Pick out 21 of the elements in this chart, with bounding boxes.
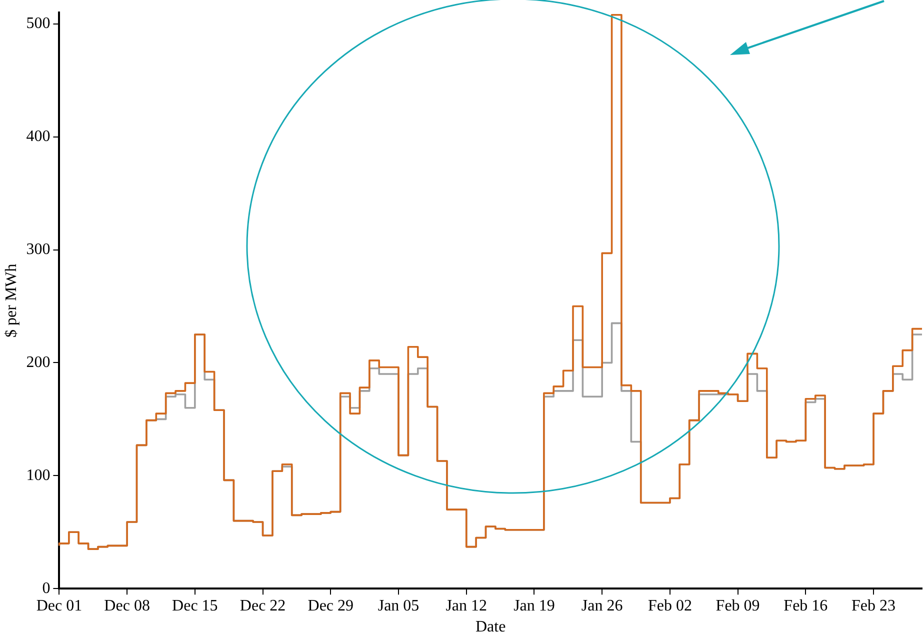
x-tick-label: Feb 02 (648, 597, 692, 614)
y-tick-label: 500 (26, 15, 50, 32)
y-tick-label: 200 (26, 354, 50, 371)
x-tick-label: Feb 16 (784, 597, 828, 614)
x-tick-label: Dec 01 (36, 597, 82, 614)
x-axis-title: Date (476, 618, 506, 636)
x-tick-label: Jan 19 (514, 597, 555, 614)
y-tick-label: 100 (26, 466, 50, 484)
x-tick-label: Dec 08 (104, 597, 150, 614)
x-tick-label: Dec 22 (240, 597, 286, 614)
x-tick-label: Dec 15 (172, 597, 218, 614)
x-tick-label: Dec 29 (308, 597, 354, 614)
x-tick-label: Jan 12 (446, 597, 488, 614)
y-tick-label: 0 (42, 580, 50, 597)
y-tick-label: 300 (26, 240, 50, 258)
x-tick-label: Feb 09 (716, 597, 760, 614)
x-tick-label: Feb 23 (852, 597, 896, 614)
x-tick-label: Jan 05 (378, 597, 420, 614)
y-axis-title: $ per MWh (2, 264, 20, 338)
x-tick-label: Jan 26 (581, 597, 623, 614)
y-tick-label: 400 (26, 128, 50, 146)
